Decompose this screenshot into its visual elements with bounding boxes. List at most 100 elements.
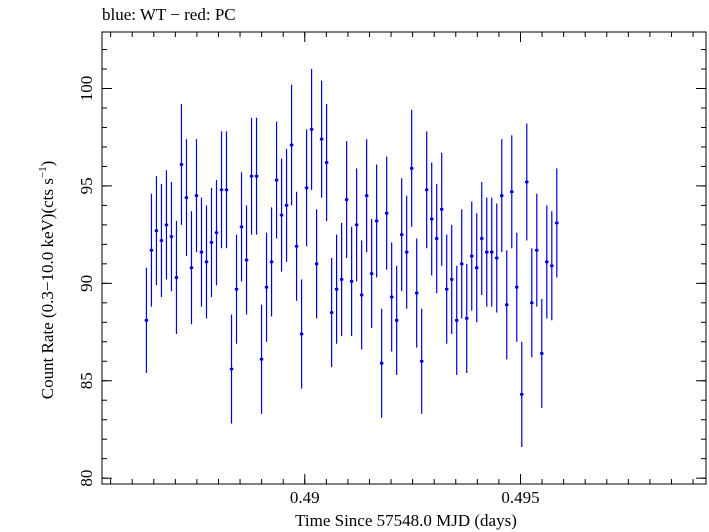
point-marker xyxy=(314,262,319,266)
data-point xyxy=(214,180,219,286)
data-point xyxy=(319,80,324,198)
data-point xyxy=(540,298,544,409)
data-point xyxy=(209,187,214,297)
x-axis-label: Time Since 57548.0 MJD (days) xyxy=(295,511,517,530)
data-point xyxy=(369,219,374,329)
data-point xyxy=(364,139,369,253)
point-marker xyxy=(149,248,154,252)
point-marker xyxy=(395,318,399,322)
point-marker xyxy=(325,160,329,165)
data-point xyxy=(439,152,444,266)
data-point xyxy=(239,172,244,282)
point-marker xyxy=(445,287,449,291)
point-marker xyxy=(144,318,149,322)
data-point xyxy=(515,232,519,342)
data-point xyxy=(465,263,469,373)
point-marker xyxy=(415,291,419,295)
point-marker xyxy=(274,178,279,182)
point-marker xyxy=(340,277,344,282)
point-marker xyxy=(335,287,339,291)
point-marker xyxy=(420,359,424,363)
point-marker xyxy=(365,194,369,198)
data-point xyxy=(520,341,524,447)
data-point xyxy=(234,234,239,344)
x-tick-label: 0.49 xyxy=(290,488,320,507)
data-point xyxy=(194,139,199,253)
y-axis-label: Count Rate (0.3−10.0 keV)(cts s−1) xyxy=(37,161,57,400)
point-marker xyxy=(229,367,234,371)
y-axis-label-close: ) xyxy=(38,161,57,167)
data-point xyxy=(374,164,379,278)
data-point xyxy=(555,168,559,278)
point-marker xyxy=(520,392,524,396)
x-tick-label: 0.495 xyxy=(501,488,539,507)
data-point xyxy=(394,265,399,375)
data-point xyxy=(259,304,264,414)
point-marker xyxy=(330,310,334,315)
data-point xyxy=(269,207,274,317)
point-marker xyxy=(545,260,549,264)
y-tick-label: 90 xyxy=(77,275,96,292)
data-point xyxy=(384,156,389,270)
point-marker xyxy=(309,127,314,132)
data-point xyxy=(344,141,349,258)
point-marker xyxy=(219,188,224,192)
point-marker xyxy=(385,211,389,215)
point-marker xyxy=(555,221,559,225)
data-point xyxy=(354,168,359,282)
data-point xyxy=(424,131,429,249)
data-point xyxy=(164,170,169,280)
point-marker xyxy=(289,143,294,147)
data-point xyxy=(244,205,249,315)
point-marker xyxy=(430,217,434,221)
data-point xyxy=(535,193,539,307)
data-point xyxy=(159,183,164,297)
data-point xyxy=(389,242,394,352)
point-marker xyxy=(400,233,404,237)
y-tick-label: 85 xyxy=(77,372,96,389)
y-axis-label-main: Count Rate (0.3−10.0 keV)(cts s xyxy=(38,178,57,399)
data-point xyxy=(449,224,454,334)
data-point xyxy=(189,211,194,325)
point-marker xyxy=(249,174,254,178)
data-point xyxy=(505,250,509,360)
data-point xyxy=(229,314,234,424)
data-point xyxy=(224,131,229,249)
point-marker xyxy=(239,225,244,229)
data-point xyxy=(144,267,149,373)
point-marker xyxy=(355,223,359,227)
point-marker xyxy=(164,223,169,227)
point-marker xyxy=(179,162,184,167)
data-point xyxy=(314,209,319,319)
point-marker xyxy=(299,332,304,336)
data-point xyxy=(264,232,269,342)
point-marker xyxy=(189,266,194,270)
point-marker xyxy=(380,361,384,365)
data-point xyxy=(359,240,364,350)
y-tick-label: 100 xyxy=(77,76,96,102)
data-point xyxy=(550,211,554,321)
point-marker xyxy=(405,250,409,254)
point-marker xyxy=(154,229,159,233)
data-point xyxy=(419,308,424,414)
point-marker xyxy=(209,240,214,245)
point-marker xyxy=(254,174,259,178)
point-marker xyxy=(525,180,529,184)
point-marker xyxy=(244,258,249,262)
point-marker xyxy=(515,285,519,289)
point-marker xyxy=(490,250,494,254)
data-point xyxy=(274,121,279,239)
data-point xyxy=(475,213,479,323)
point-marker xyxy=(319,137,324,141)
data-point xyxy=(545,205,549,319)
data-point xyxy=(199,197,204,307)
point-marker xyxy=(390,295,394,299)
point-marker xyxy=(495,256,499,260)
data-point xyxy=(339,222,344,336)
point-marker xyxy=(174,275,179,280)
data-point xyxy=(304,129,309,247)
data-point xyxy=(349,226,354,336)
point-marker xyxy=(269,260,274,264)
point-marker xyxy=(480,236,484,241)
point-marker xyxy=(294,244,299,248)
